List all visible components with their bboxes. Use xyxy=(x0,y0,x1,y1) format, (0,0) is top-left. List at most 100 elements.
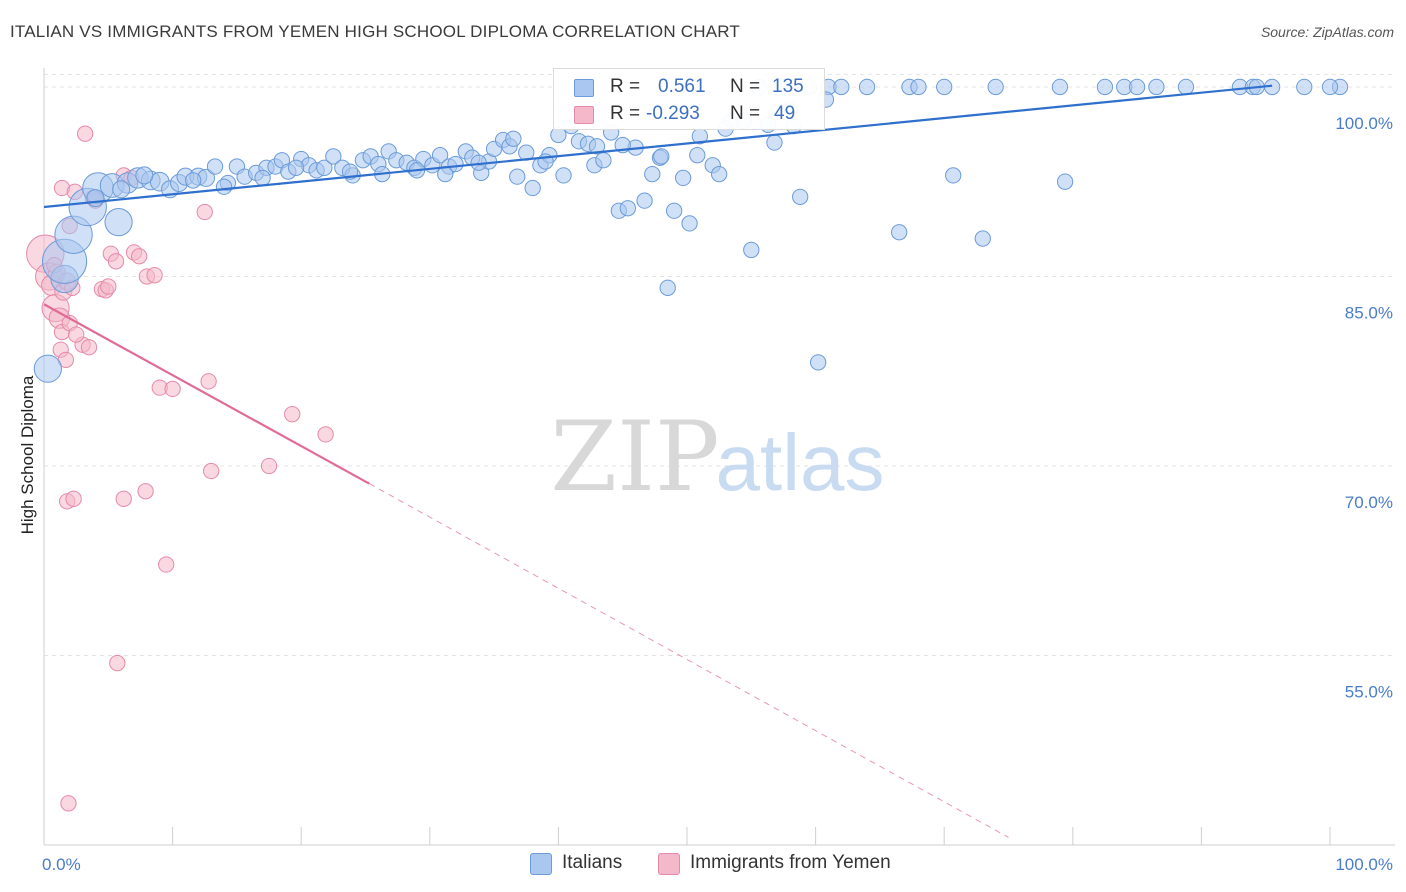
tick-labels: 55.0% 70.0% 85.0% 100.0% 0.0% 100.0% xyxy=(42,114,1393,874)
italians-point xyxy=(287,159,305,176)
yemen-point xyxy=(164,380,181,398)
italians-point xyxy=(595,152,612,169)
italians-point xyxy=(743,241,760,259)
legend-n-value: 49 xyxy=(774,103,796,124)
italians-point xyxy=(936,78,953,96)
source-label: Source: ZipAtlas.com xyxy=(1260,24,1394,40)
y-tick-label: 55.0% xyxy=(1345,682,1393,701)
italians-point xyxy=(1096,78,1114,96)
italians-point xyxy=(509,168,526,185)
legend-swatch-pink xyxy=(574,106,594,124)
italians-point xyxy=(1056,173,1074,190)
axes xyxy=(43,68,1395,846)
italians-point xyxy=(810,354,827,371)
italians-point xyxy=(833,78,850,96)
yemen-point xyxy=(60,795,77,812)
trend-lines xyxy=(43,84,1273,838)
yemen-point xyxy=(115,490,132,507)
yemen-point xyxy=(137,483,154,500)
yemen-point xyxy=(109,654,126,672)
italians-point xyxy=(1296,78,1313,96)
legend-label-yemen: Immigrants from Yemen xyxy=(690,852,891,873)
legend-swatch-blue xyxy=(574,79,594,97)
italians-point xyxy=(792,188,809,206)
yemen-point xyxy=(284,406,301,423)
legend-r-label: R = xyxy=(610,76,641,97)
italians-point xyxy=(659,279,676,296)
italians-point xyxy=(112,180,131,199)
yemen-point xyxy=(65,490,82,507)
italians-point xyxy=(945,167,962,184)
italians-point xyxy=(619,200,636,217)
italians-point xyxy=(1148,78,1165,96)
yemen-point xyxy=(80,339,98,356)
italians-point xyxy=(254,169,271,187)
watermark-atlas: atlas xyxy=(716,418,885,507)
italians-point xyxy=(1177,78,1195,96)
yemen-point xyxy=(196,203,213,221)
italians-point xyxy=(185,172,202,189)
italians-point xyxy=(447,155,464,173)
yemen-point xyxy=(131,248,148,265)
italians-point xyxy=(135,166,154,185)
italians-point xyxy=(974,230,991,247)
yemen-point xyxy=(68,326,85,343)
y-tick-label: 85.0% xyxy=(1345,303,1393,322)
yemen-point xyxy=(77,125,94,142)
italians-point xyxy=(910,78,927,96)
y-tick-label: 70.0% xyxy=(1345,493,1393,512)
italians-point xyxy=(86,189,105,208)
italians-point xyxy=(555,167,572,184)
legend-r-value: 0.561 xyxy=(658,76,706,97)
italians-point xyxy=(588,138,606,155)
italians-point xyxy=(644,165,661,183)
yemen-trend-extension xyxy=(369,483,1009,838)
italians-point xyxy=(858,78,876,96)
chart-title: ITALIAN VS IMMIGRANTS FROM YEMEN HIGH SC… xyxy=(10,22,740,41)
x-tick-label: 0.0% xyxy=(42,855,81,874)
legend-row-yemen: R = -0.293 N = 49 xyxy=(554,100,824,128)
italians-point xyxy=(104,208,133,237)
italians-point xyxy=(1128,78,1146,96)
legend-r-label: R = xyxy=(610,103,641,124)
correlation-legend: R = 0.561 N = 135 R = -0.293 N = 49 xyxy=(553,68,825,130)
yemen-point xyxy=(317,426,334,443)
legend-r-value: -0.293 xyxy=(646,103,700,124)
yemen-point xyxy=(158,556,175,573)
italians-point xyxy=(524,179,541,197)
italians-point xyxy=(316,159,333,176)
yemen-point xyxy=(100,278,117,295)
italians-point xyxy=(766,134,783,151)
italians-point xyxy=(653,148,670,165)
italians-point xyxy=(1321,78,1339,96)
x-tick-label: 100.0% xyxy=(1335,855,1393,874)
italians-point xyxy=(891,224,908,241)
legend-swatch-yemen xyxy=(658,853,680,875)
y-tick-label: 100.0% xyxy=(1335,114,1393,133)
italians-point xyxy=(206,158,224,175)
yemen-point xyxy=(146,267,163,284)
italians-point xyxy=(431,147,449,164)
yemen-trend-line xyxy=(43,303,370,485)
italians-trend-line xyxy=(43,84,1273,209)
legend-n-value: 135 xyxy=(772,76,804,97)
legend-n-label: N = xyxy=(730,76,761,97)
italians-point xyxy=(711,165,728,183)
italians-point xyxy=(33,354,62,383)
italians-point xyxy=(681,215,698,232)
italians-point xyxy=(674,169,692,187)
yemen-point xyxy=(200,373,217,390)
legend-row-italians: R = 0.561 N = 135 xyxy=(554,73,824,101)
yemen-point xyxy=(107,253,125,270)
yemen-point xyxy=(260,457,278,475)
italians-point xyxy=(325,148,342,165)
italians-point xyxy=(636,192,653,209)
italians-point xyxy=(215,178,233,195)
italians-point xyxy=(1051,78,1069,96)
legend-label-italians: Italians xyxy=(562,852,623,873)
italians-point xyxy=(665,202,683,219)
legend-n-label: N = xyxy=(730,103,761,124)
italians-point xyxy=(689,147,706,164)
watermark: ZIP atlas xyxy=(550,401,884,513)
